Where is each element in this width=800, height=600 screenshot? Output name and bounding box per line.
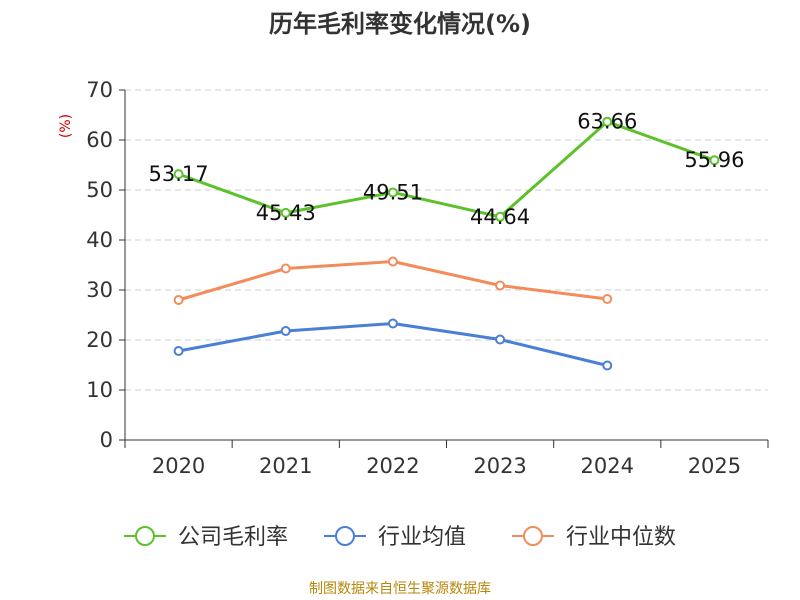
data-point [280,207,291,218]
x-tick-label: 2024 [581,454,634,478]
x-tick-label: 2021 [259,454,312,478]
data-label: 44.64 [470,205,530,229]
data-point [280,263,291,274]
data-point [280,326,291,336]
legend-label: 公司毛利率 [178,525,288,550]
x-tick-label: 2025 [688,454,741,478]
data-labels: 53.17 45.43 49.51 44.64 63.66 55.96 [149,110,745,229]
data-point [602,116,613,127]
data-point [495,280,506,291]
data-label: 63.66 [577,110,637,134]
axes: (%) 0 10 20 30 40 50 60 70 2020 2021 2022 2023 2024 2… [58,78,769,478]
data-point [495,211,506,222]
data-point [709,155,720,166]
series-lines [173,116,720,371]
data-point [173,295,184,305]
x-tick-label: 2020 [152,454,205,478]
data-point [387,318,398,329]
data-point [173,346,184,356]
y-tick-label: 10 [86,378,113,402]
legend-marker [135,526,155,546]
chart-title: 历年毛利率变化情况(%) [269,10,531,38]
series-line [178,120,715,219]
data-label: 53.17 [149,162,209,186]
x-tick-label: 2023 [473,454,526,478]
data-point [495,334,506,345]
series-line [178,260,608,302]
y-tick-label: 50 [86,178,113,202]
series-line [178,322,608,367]
y-tick-label: 0 [100,428,113,452]
legend-label: 行业均值 [378,525,466,550]
data-point [602,294,613,304]
legend-marker [523,526,543,546]
data-label: 55.96 [684,148,744,172]
data-point [387,256,398,267]
x-tick-label: 2022 [366,454,419,478]
y-axis-label: (%) [58,114,74,138]
data-label: 49.51 [363,180,423,204]
legend-label: 行业中位数 [566,525,676,550]
grid-lines [125,89,768,391]
legend-marker [335,526,355,546]
y-tick-label: 60 [86,128,113,152]
data-point [173,169,184,180]
legend: 公司毛利率 行业均值 行业中位数 [124,525,676,550]
y-tick-label: 20 [86,328,113,352]
source-note: 制图数据来自恒生聚源数据库 [309,581,491,597]
data-point [387,187,398,198]
data-point [602,360,613,371]
y-tick-label: 70 [86,78,113,102]
data-label: 45.43 [256,201,316,225]
y-tick-label: 30 [86,278,113,302]
y-tick-label: 40 [86,228,113,252]
